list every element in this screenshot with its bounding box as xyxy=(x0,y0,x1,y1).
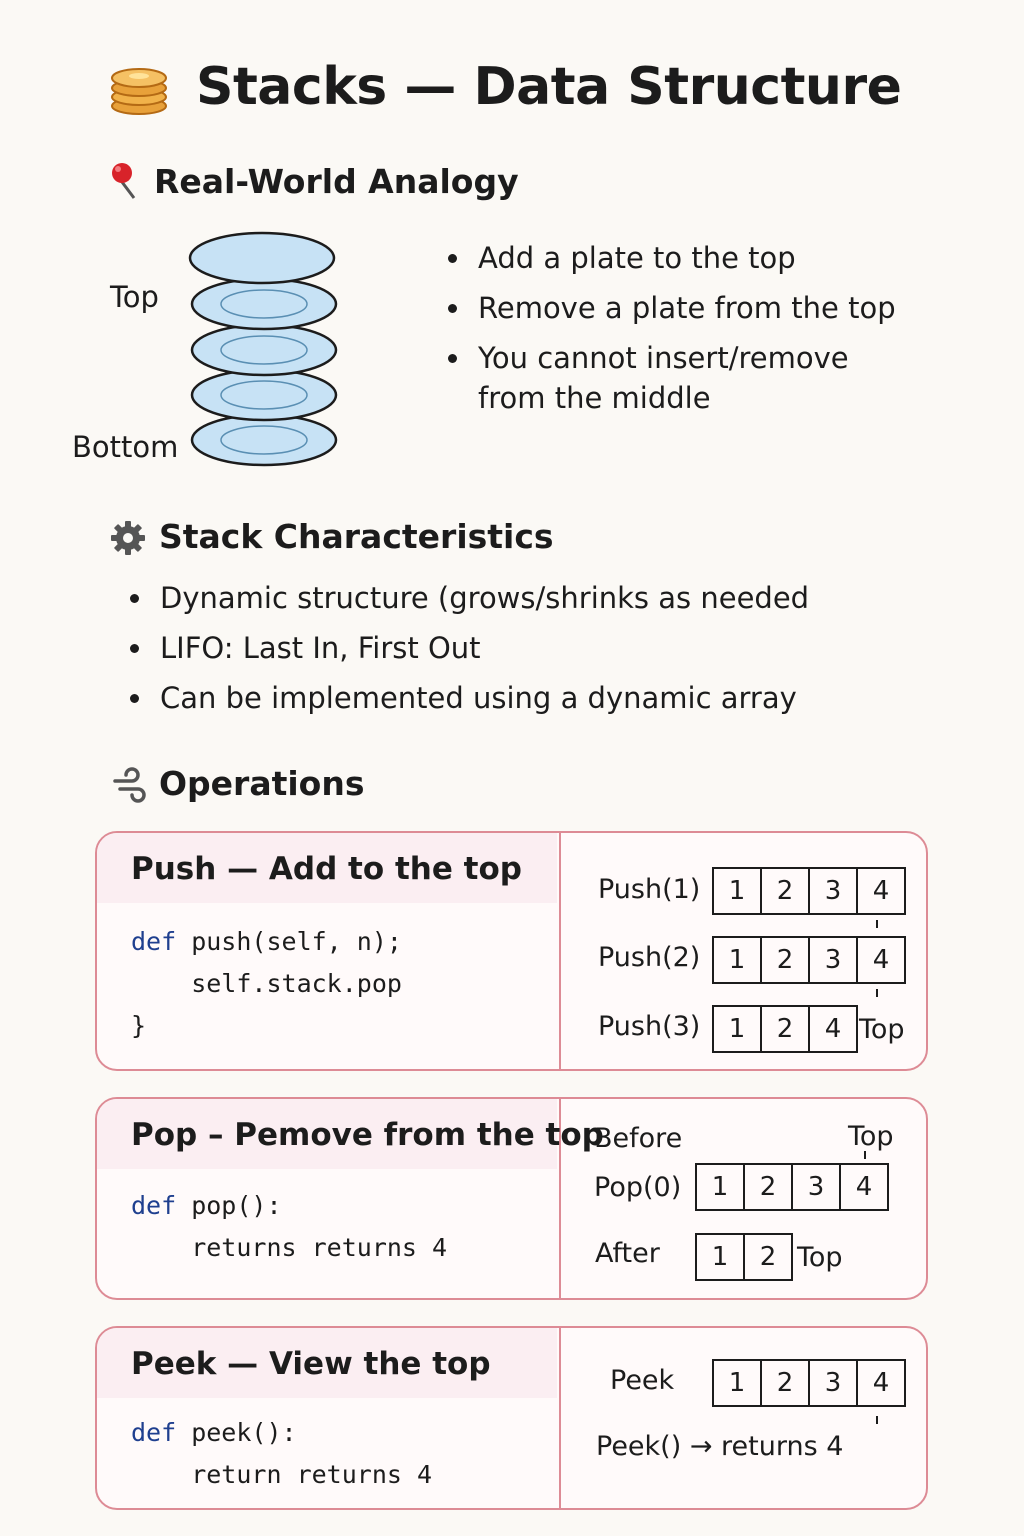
list-item: LIFO: Last In, First Out xyxy=(126,628,946,668)
gear-icon xyxy=(111,521,145,555)
push-row-label: Push(1) xyxy=(598,874,701,905)
top-label: Top xyxy=(859,1014,905,1045)
array-cell: 2 xyxy=(745,1165,793,1209)
array-cell: 1 xyxy=(697,1235,745,1279)
plate-1 xyxy=(188,231,336,285)
pop-card: Pop – Pemove from the top def pop(): ret… xyxy=(95,1097,928,1300)
pop-array-after: 1 2 xyxy=(695,1233,793,1281)
analogy-bullets: Add a plate to the top Remove a plate fr… xyxy=(444,238,924,428)
push-code-panel: Push — Add to the top def push(self, n);… xyxy=(97,833,561,1069)
page-title: Stacks — Data Structure xyxy=(196,57,902,117)
code-line: self.stack.pop xyxy=(131,969,402,998)
peek-code-block: def peek(): return returns 4 xyxy=(131,1412,432,1496)
push-card: Push — Add to the top def push(self, n);… xyxy=(95,831,928,1071)
top-marker xyxy=(876,1416,878,1424)
list-item: Remove a plate from the top xyxy=(444,288,924,328)
list-item: You cannot insert/remove from the middle xyxy=(444,338,924,418)
peek-card: Peek — View the top def peek(): return r… xyxy=(95,1326,928,1510)
code-line: return returns 4 xyxy=(131,1460,433,1489)
push-array-1: 1 2 3 4 xyxy=(712,867,906,915)
array-cell: 2 xyxy=(762,938,810,982)
push-card-header: Push — Add to the top xyxy=(97,833,557,903)
list-item: Dynamic structure (grows/shrinks as need… xyxy=(126,578,946,618)
top-label: Top xyxy=(848,1121,894,1152)
peek-label: Peek xyxy=(610,1365,675,1396)
array-cell: 4 xyxy=(824,1014,842,1044)
array-cell: 2 xyxy=(762,869,810,913)
pancake-stack-icon xyxy=(111,68,167,115)
plate-4 xyxy=(190,368,338,422)
code-line: returns returns 4 xyxy=(131,1233,448,1262)
code-line: push(self, n); xyxy=(176,927,402,956)
array-cell: 1 xyxy=(714,1007,762,1051)
code-keyword: def xyxy=(131,927,177,956)
operations-heading: Operations xyxy=(159,764,365,803)
peek-array: 1 2 3 4 xyxy=(712,1359,906,1407)
top-label: Top xyxy=(797,1242,843,1273)
array-cell: 1 xyxy=(714,1361,762,1405)
characteristics-bullets: Dynamic structure (grows/shrinks as need… xyxy=(126,578,946,728)
list-item: Add a plate to the top xyxy=(444,238,924,278)
pop-card-header: Pop – Pemove from the top xyxy=(97,1099,604,1169)
peek-card-header: Peek — View the top xyxy=(97,1328,557,1398)
analogy-heading: Real-World Analogy xyxy=(154,162,519,201)
code-keyword: def xyxy=(131,1191,177,1220)
pop-array-before: 1 2 3 4 xyxy=(695,1163,889,1211)
array-cell: 3 xyxy=(793,1165,841,1209)
plate-stack-illustration xyxy=(188,231,338,467)
before-label: Before xyxy=(594,1123,683,1154)
peek-result: Peek() → returns 4 xyxy=(596,1431,844,1462)
array-cell: 3 xyxy=(810,938,858,982)
top-marker xyxy=(876,920,878,928)
array-cell: 1 xyxy=(697,1165,745,1209)
push-row-label: Push(3) xyxy=(598,1011,701,1042)
stack-top-label: Top xyxy=(110,280,159,314)
code-line: } xyxy=(131,1011,147,1040)
array-cell: 3 xyxy=(810,869,858,913)
characteristics-heading: Stack Characteristics xyxy=(159,517,554,556)
array-cell: 1 xyxy=(714,938,762,982)
push-array-2: 1 2 3 4 xyxy=(712,936,906,984)
push-code-block: def push(self, n); self.stack.pop } xyxy=(131,921,402,1047)
pushpin-icon xyxy=(112,163,136,199)
top-marker xyxy=(876,989,878,997)
array-cell: 2 xyxy=(759,1242,777,1272)
array-cell: 4 xyxy=(872,1368,890,1398)
array-cell: 4 xyxy=(855,1172,873,1202)
array-cell: 3 xyxy=(810,1361,858,1405)
push-row-label: Push(2) xyxy=(598,942,701,973)
plate-3 xyxy=(190,323,338,377)
plate-2 xyxy=(190,277,338,331)
pop-code-block: def pop(): returns returns 4 xyxy=(131,1185,447,1269)
array-cell: 2 xyxy=(762,1361,810,1405)
wind-swirl-icon xyxy=(113,767,146,803)
array-cell: 4 xyxy=(872,876,890,906)
array-cell: 4 xyxy=(872,945,890,975)
plate-5 xyxy=(190,413,338,467)
pop-call-label: Pop(0) xyxy=(594,1172,682,1203)
pop-code-panel: Pop – Pemove from the top def pop(): ret… xyxy=(97,1099,604,1298)
push-array-3: 1 2 4 xyxy=(712,1005,858,1053)
peek-heading: Peek — View the top xyxy=(131,1346,491,1382)
array-cell: 2 xyxy=(762,1007,810,1051)
push-heading: Push — Add to the top xyxy=(131,851,522,887)
after-label: After xyxy=(595,1238,660,1269)
pop-heading: Pop – Pemove from the top xyxy=(131,1117,604,1153)
array-cell: 1 xyxy=(714,869,762,913)
code-line: pop(): xyxy=(176,1191,282,1220)
top-marker xyxy=(864,1151,866,1159)
code-line: peek(): xyxy=(176,1418,297,1447)
peek-code-panel: Peek — View the top def peek(): return r… xyxy=(97,1328,561,1508)
stack-bottom-label: Bottom xyxy=(72,430,179,464)
code-keyword: def xyxy=(131,1418,177,1447)
list-item: Can be implemented using a dynamic array xyxy=(126,678,946,718)
